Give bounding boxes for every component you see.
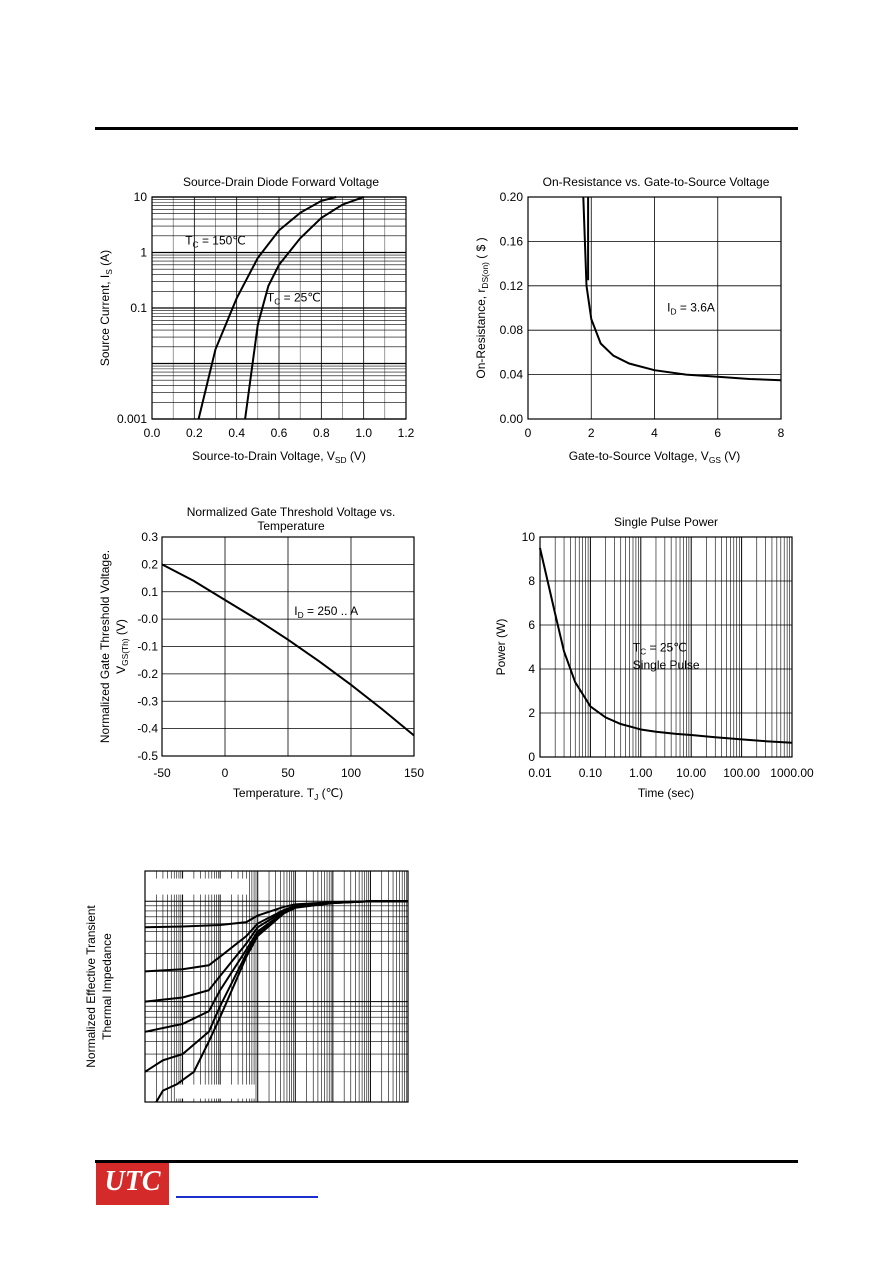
series-annotation: ID = 250 .. A [294, 604, 358, 620]
x-tick-label: 10.00 [676, 766, 706, 780]
y-tick-label: -0.1 [137, 640, 158, 654]
x-tick-label: -50 [153, 766, 171, 780]
chart-transient-thermal-impedance: Normalized Effective Transient Thermal Im… [75, 860, 420, 1110]
x-axis-label: Gate-to-Source Voltage, VGS (V) [569, 449, 741, 465]
x-tick-label: 8 [778, 426, 785, 440]
footer-link-underline [176, 1196, 318, 1198]
y-axis-label: Power (W) [494, 619, 508, 676]
x-tick-label: 0.6 [271, 426, 288, 440]
chart-title: Source-Drain Diode Forward Voltage [182, 175, 380, 189]
curve-series-1 [197, 196, 337, 420]
series-annotation: Single Pulse [633, 658, 700, 672]
x-tick-label: 0.10 [579, 766, 603, 780]
x-axis-label: Temperature. TJ (℃) [233, 786, 343, 802]
chart-plot: 0.0 0.2 0.4 0.6 0.8 1.0 1.2 10 1 0.1 0.001 TC = 150… [98, 190, 415, 465]
chart-title: Normalized Gate Threshold Voltage vs. [186, 505, 396, 519]
y-tick-label: 0.12 [500, 279, 524, 293]
header-rule [95, 127, 798, 130]
chart-gate-threshold: Normalized Gate Threshold Voltage vs. Te… [95, 500, 435, 810]
y-tick-label: 1 [140, 246, 147, 260]
y-axis-label: On-Resistance, rDS(on) ( $ ) [474, 237, 490, 378]
x-tick-label: 0 [222, 766, 229, 780]
y-axis-label-line2: Thermal Impedance [100, 933, 114, 1040]
y-axis-label: Source Current, IS (A) [98, 250, 114, 366]
chart-on-resistance: On-Resistance vs. Gate-to-Source Voltage… [460, 170, 800, 470]
chart-single-pulse-power: Single Pulse Power 0.01 0.10 1.00 10.00 100.… [460, 510, 830, 810]
x-tick-label: 0.01 [528, 766, 552, 780]
y-tick-label: -0.4 [137, 722, 158, 736]
y-tick-label: 0.16 [500, 234, 524, 248]
plot-frame [539, 536, 793, 758]
x-tick-label: 50 [281, 766, 295, 780]
y-tick-label: 10 [134, 190, 148, 204]
x-tick-label: 1.0 [355, 426, 372, 440]
x-tick-label: 1000.00 [770, 766, 814, 780]
curve-series-1 [582, 196, 782, 382]
x-tick-label: 6 [714, 426, 721, 440]
y-tick-label: 0.2 [141, 557, 158, 571]
y-axis-label: Normalized Effective Transient [84, 905, 98, 1068]
y-tick-label: -0.2 [137, 667, 158, 681]
y-tick-label: 0.3 [141, 530, 158, 544]
curve-series-6 [155, 900, 408, 1103]
x-tick-label: 100.00 [723, 766, 760, 780]
curve-series-1 [539, 547, 793, 744]
y-tick-label: 0.00 [500, 412, 524, 426]
plot-frame [144, 870, 409, 1103]
x-tick-label: 150 [404, 766, 424, 780]
x-tick-label: 0.4 [228, 426, 245, 440]
y-tick-label: 0.20 [500, 190, 524, 204]
x-tick-label: 2 [588, 426, 595, 440]
chart-plot: 0.01 0.10 1.00 10.00 100.00 1000.00 10 8 6 4 2 0 TC … [494, 530, 814, 800]
plot-frame [527, 196, 782, 420]
y-tick-label: 2 [528, 706, 535, 720]
utc-logo: UTC [96, 1163, 169, 1205]
x-axis-label: Time (sec) [638, 786, 694, 800]
x-axis-label: Source-to-Drain Voltage, VSD (V) [192, 449, 366, 465]
chart-plot: -50 0 50 100 150 0.3 0.2 0.1 -0.0 -0.1 -0.2 -0.3 -0.… [98, 530, 424, 802]
y-tick-label: 4 [528, 662, 535, 676]
y-axis-label-line2: VGS(Th) (V) [114, 619, 130, 674]
chart-plot: Normalized Effective Transient Thermal Im… [84, 870, 409, 1103]
y-axis-label: Normalized Gate Threshold Voltage. [98, 550, 112, 743]
y-tick-label: 0.1 [130, 301, 147, 315]
y-tick-label: 0.08 [500, 323, 524, 337]
x-tick-label: 0 [525, 426, 532, 440]
chart-plot: 0 2 4 6 8 0.20 0.16 0.12 0.08 0.04 0.00 ID = 3.6A Ga… [474, 190, 785, 465]
x-tick-label: 1.2 [398, 426, 415, 440]
legend-mask-top [147, 878, 247, 895]
y-tick-label: -0.0 [137, 612, 158, 626]
y-tick-label: 0.04 [500, 368, 524, 382]
y-tick-label: -0.5 [137, 749, 158, 763]
y-tick-label: -0.3 [137, 694, 158, 708]
series-annotation: TC = 150℃ [185, 233, 246, 249]
chart-source-drain-diode: Source-Drain Diode Forward Voltage 0.0 0.… [95, 170, 435, 470]
x-tick-label: 0.2 [186, 426, 203, 440]
x-tick-label: 0.0 [144, 426, 161, 440]
chart-title-line2: Temperature [257, 519, 325, 533]
curve-series-2 [244, 196, 365, 420]
series-annotation: TC = 25℃ [267, 291, 321, 307]
y-tick-label: 8 [528, 574, 535, 588]
plot-frame [151, 196, 407, 420]
y-tick-label: 6 [528, 618, 535, 632]
x-tick-label: 100 [341, 766, 361, 780]
chart-title: Single Pulse Power [613, 515, 719, 529]
legend-mask-bottom [175, 1084, 255, 1099]
y-tick-label: 0.001 [117, 412, 147, 426]
x-tick-label: 1.00 [629, 766, 653, 780]
footer-rule [95, 1160, 798, 1163]
series-annotation: ID = 3.6A [667, 300, 715, 316]
y-tick-label: 0 [528, 750, 535, 764]
y-tick-label: 0.1 [141, 585, 158, 599]
x-tick-label: 0.8 [313, 426, 330, 440]
series-annotation: TC = 25℃ [633, 640, 687, 656]
plot-frame [161, 536, 415, 757]
x-tick-label: 4 [651, 426, 658, 440]
y-tick-label: 10 [522, 530, 536, 544]
curve-series-1 [161, 563, 415, 737]
chart-title: On-Resistance vs. Gate-to-Source Voltage [542, 175, 770, 189]
